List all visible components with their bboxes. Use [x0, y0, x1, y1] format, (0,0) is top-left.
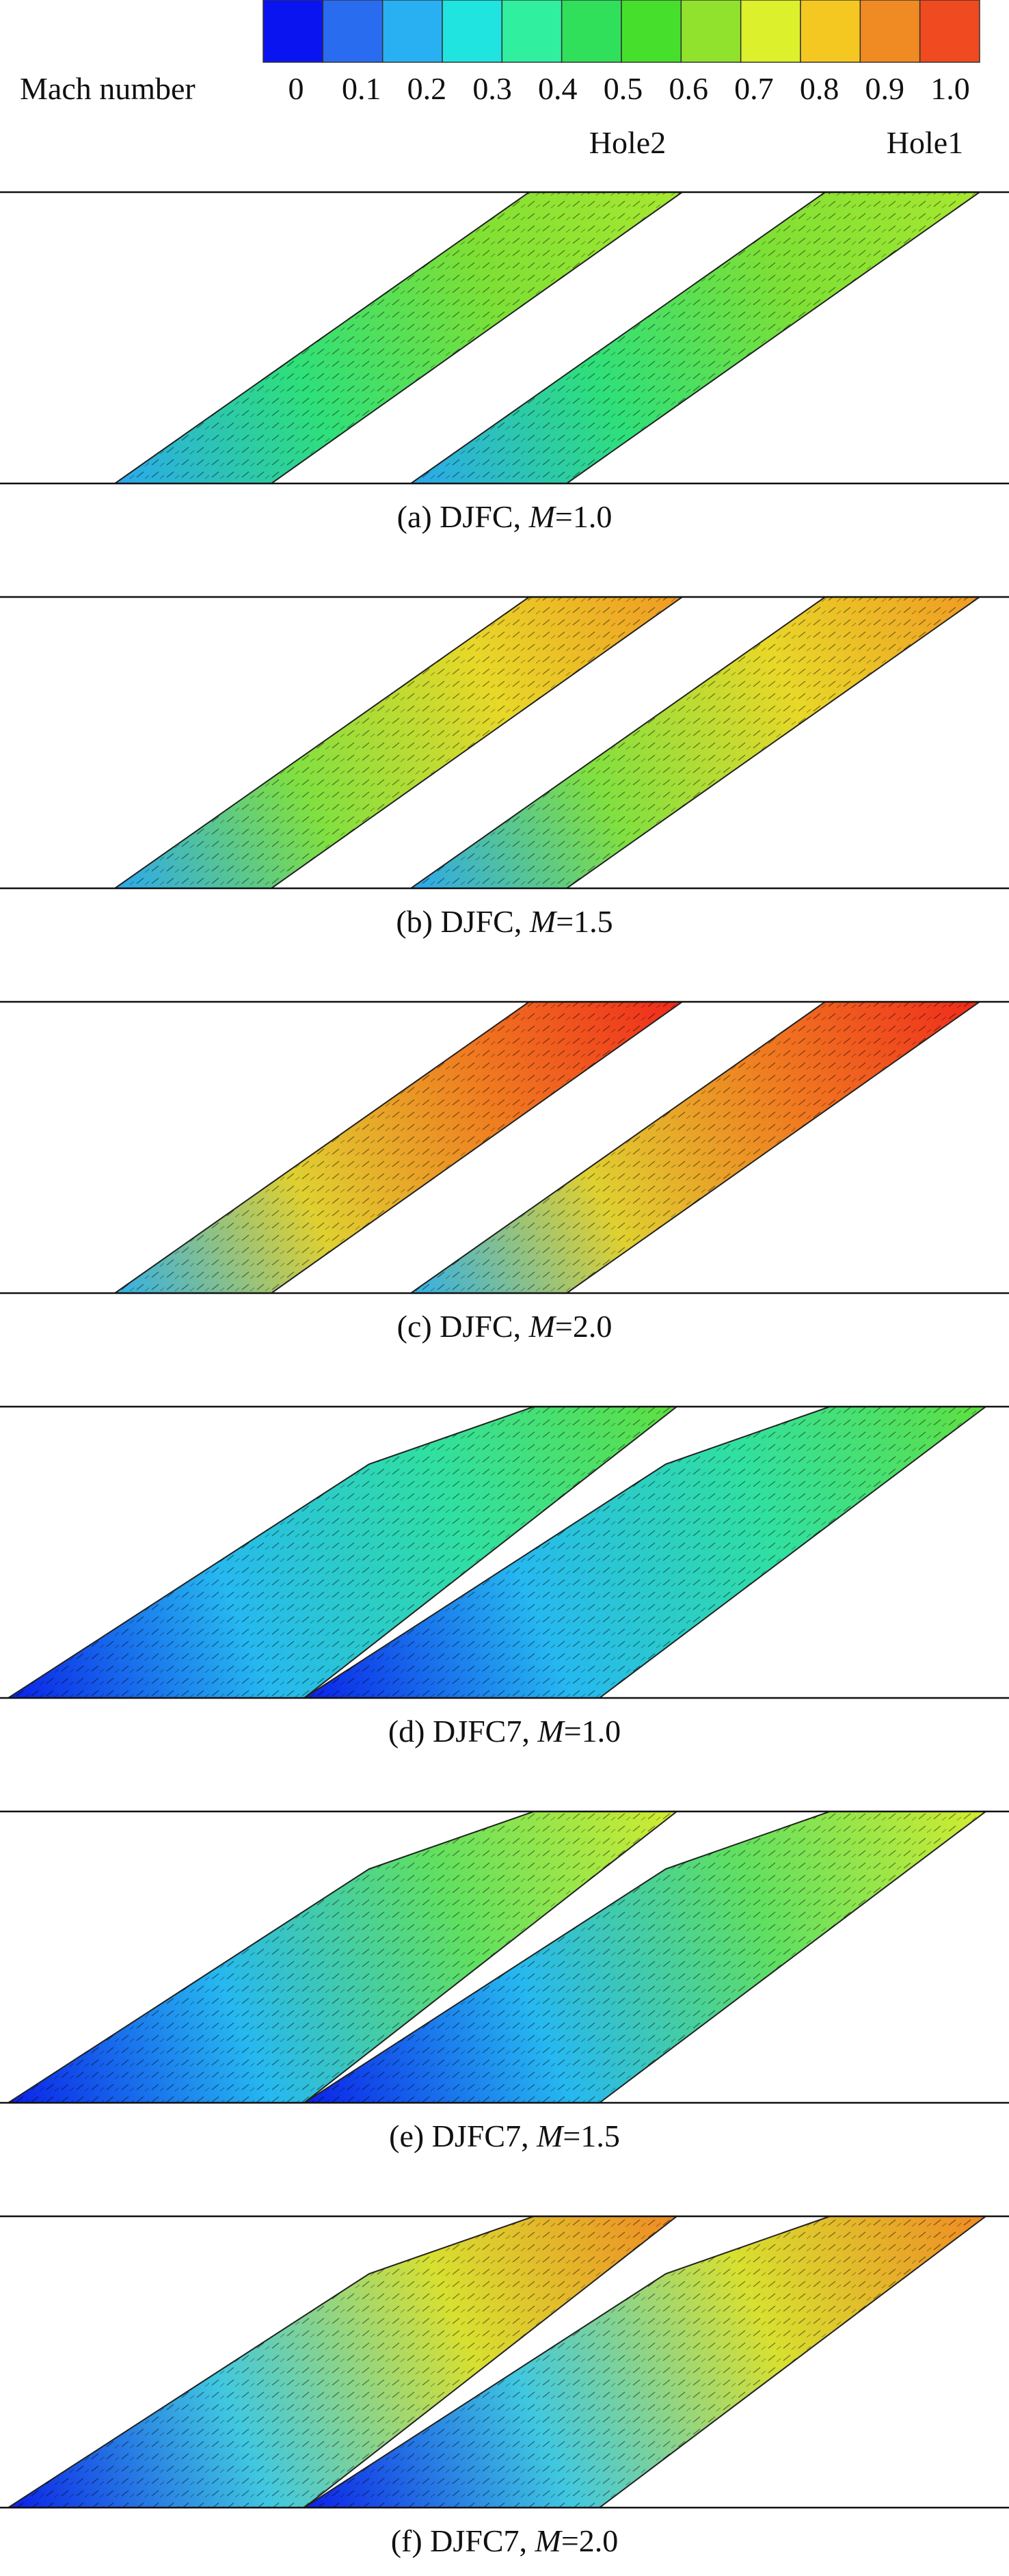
colorbar-label: 0	[288, 71, 304, 106]
panel: (a) DJFC, M=1.0	[0, 191, 1009, 534]
colorbar-label: 0.6	[669, 71, 708, 106]
colorbar-swatch	[381, 0, 443, 63]
caption-variable: M	[528, 499, 557, 534]
colorbar-swatch	[263, 0, 324, 63]
caption-text: =2.0	[561, 2523, 618, 2558]
colorbar-swatch	[740, 0, 801, 63]
panel-caption: (e) DJFC7, M=1.5	[389, 2119, 620, 2153]
colorbar-label: 0.3	[472, 71, 512, 106]
caption-variable: M	[529, 904, 558, 939]
colorbar-label: 0.7	[734, 71, 774, 106]
colorbar-swatch	[621, 0, 682, 63]
hole-label: Hole2	[589, 125, 666, 160]
panel-caption: (f) DJFC7, M=2.0	[391, 2523, 619, 2558]
velocity-vectors	[304, 1811, 986, 2103]
caption-variable: M	[536, 2119, 565, 2153]
caption-text: (a) DJFC,	[397, 499, 529, 534]
colorbar-label: 0.1	[342, 71, 381, 106]
panel: (b) DJFC, M=1.5	[0, 596, 1009, 939]
caption-text: =1.5	[563, 2119, 619, 2153]
colorbar-label: 0.4	[538, 71, 578, 106]
velocity-vectors	[115, 597, 682, 888]
panel: (d) DJFC7, M=1.0	[0, 1405, 1009, 1749]
colorbar-label: 1.0	[930, 71, 970, 106]
caption-text: (d) DJFC7,	[388, 1714, 538, 1749]
colorbar-swatch	[501, 0, 563, 63]
velocity-vectors	[8, 1407, 677, 1698]
colorbar-swatch	[322, 0, 384, 63]
colorbar-swatch	[680, 0, 742, 63]
velocity-vectors	[411, 1002, 980, 1293]
caption-text: (f) DJFC7,	[391, 2523, 535, 2558]
colorbar-swatch	[442, 0, 503, 63]
colorbar-swatch	[800, 0, 861, 63]
panel-caption: (b) DJFC, M=1.5	[396, 904, 613, 939]
caption-text: =1.0	[555, 499, 612, 534]
panel: (c) DJFC, M=2.0	[0, 1000, 1009, 1344]
caption-variable: M	[537, 1714, 565, 1749]
velocity-vectors	[8, 2216, 677, 2508]
colorbar-label: 0.2	[407, 71, 447, 106]
panel-caption: (d) DJFC7, M=1.0	[388, 1714, 621, 1749]
colorbar-label: 0.8	[800, 71, 839, 106]
hole-label: Hole1	[887, 125, 963, 160]
velocity-vectors	[411, 597, 980, 888]
velocity-vectors	[115, 192, 682, 483]
caption-variable: M	[528, 1309, 557, 1344]
panel: (e) DJFC7, M=1.5	[0, 1810, 1009, 2153]
velocity-vectors	[411, 192, 980, 483]
velocity-vectors	[304, 1407, 986, 1698]
velocity-vectors	[304, 2216, 986, 2508]
colorbar-label: 0.5	[604, 71, 643, 106]
panel-caption: (a) DJFC, M=1.0	[397, 499, 613, 534]
caption-text: =1.0	[564, 1714, 621, 1749]
caption-text: =2.0	[555, 1309, 612, 1344]
panel: (f) DJFC7, M=2.0	[0, 2215, 1009, 2558]
velocity-vectors	[8, 1811, 677, 2103]
panel-caption: (c) DJFC, M=2.0	[397, 1309, 613, 1344]
caption-text: =1.5	[556, 904, 613, 939]
colorbar-swatch	[859, 0, 921, 63]
velocity-vectors	[115, 1002, 682, 1293]
caption-variable: M	[535, 2523, 563, 2558]
caption-text: (e) DJFC7,	[389, 2119, 537, 2153]
colorbar-swatch	[919, 0, 980, 63]
caption-text: (c) DJFC,	[397, 1309, 529, 1344]
colorbar-label: 0.9	[865, 71, 905, 106]
colorbar-swatch	[561, 0, 622, 63]
caption-text: (b) DJFC,	[396, 904, 530, 939]
colorbar-title: Mach number	[20, 71, 196, 106]
